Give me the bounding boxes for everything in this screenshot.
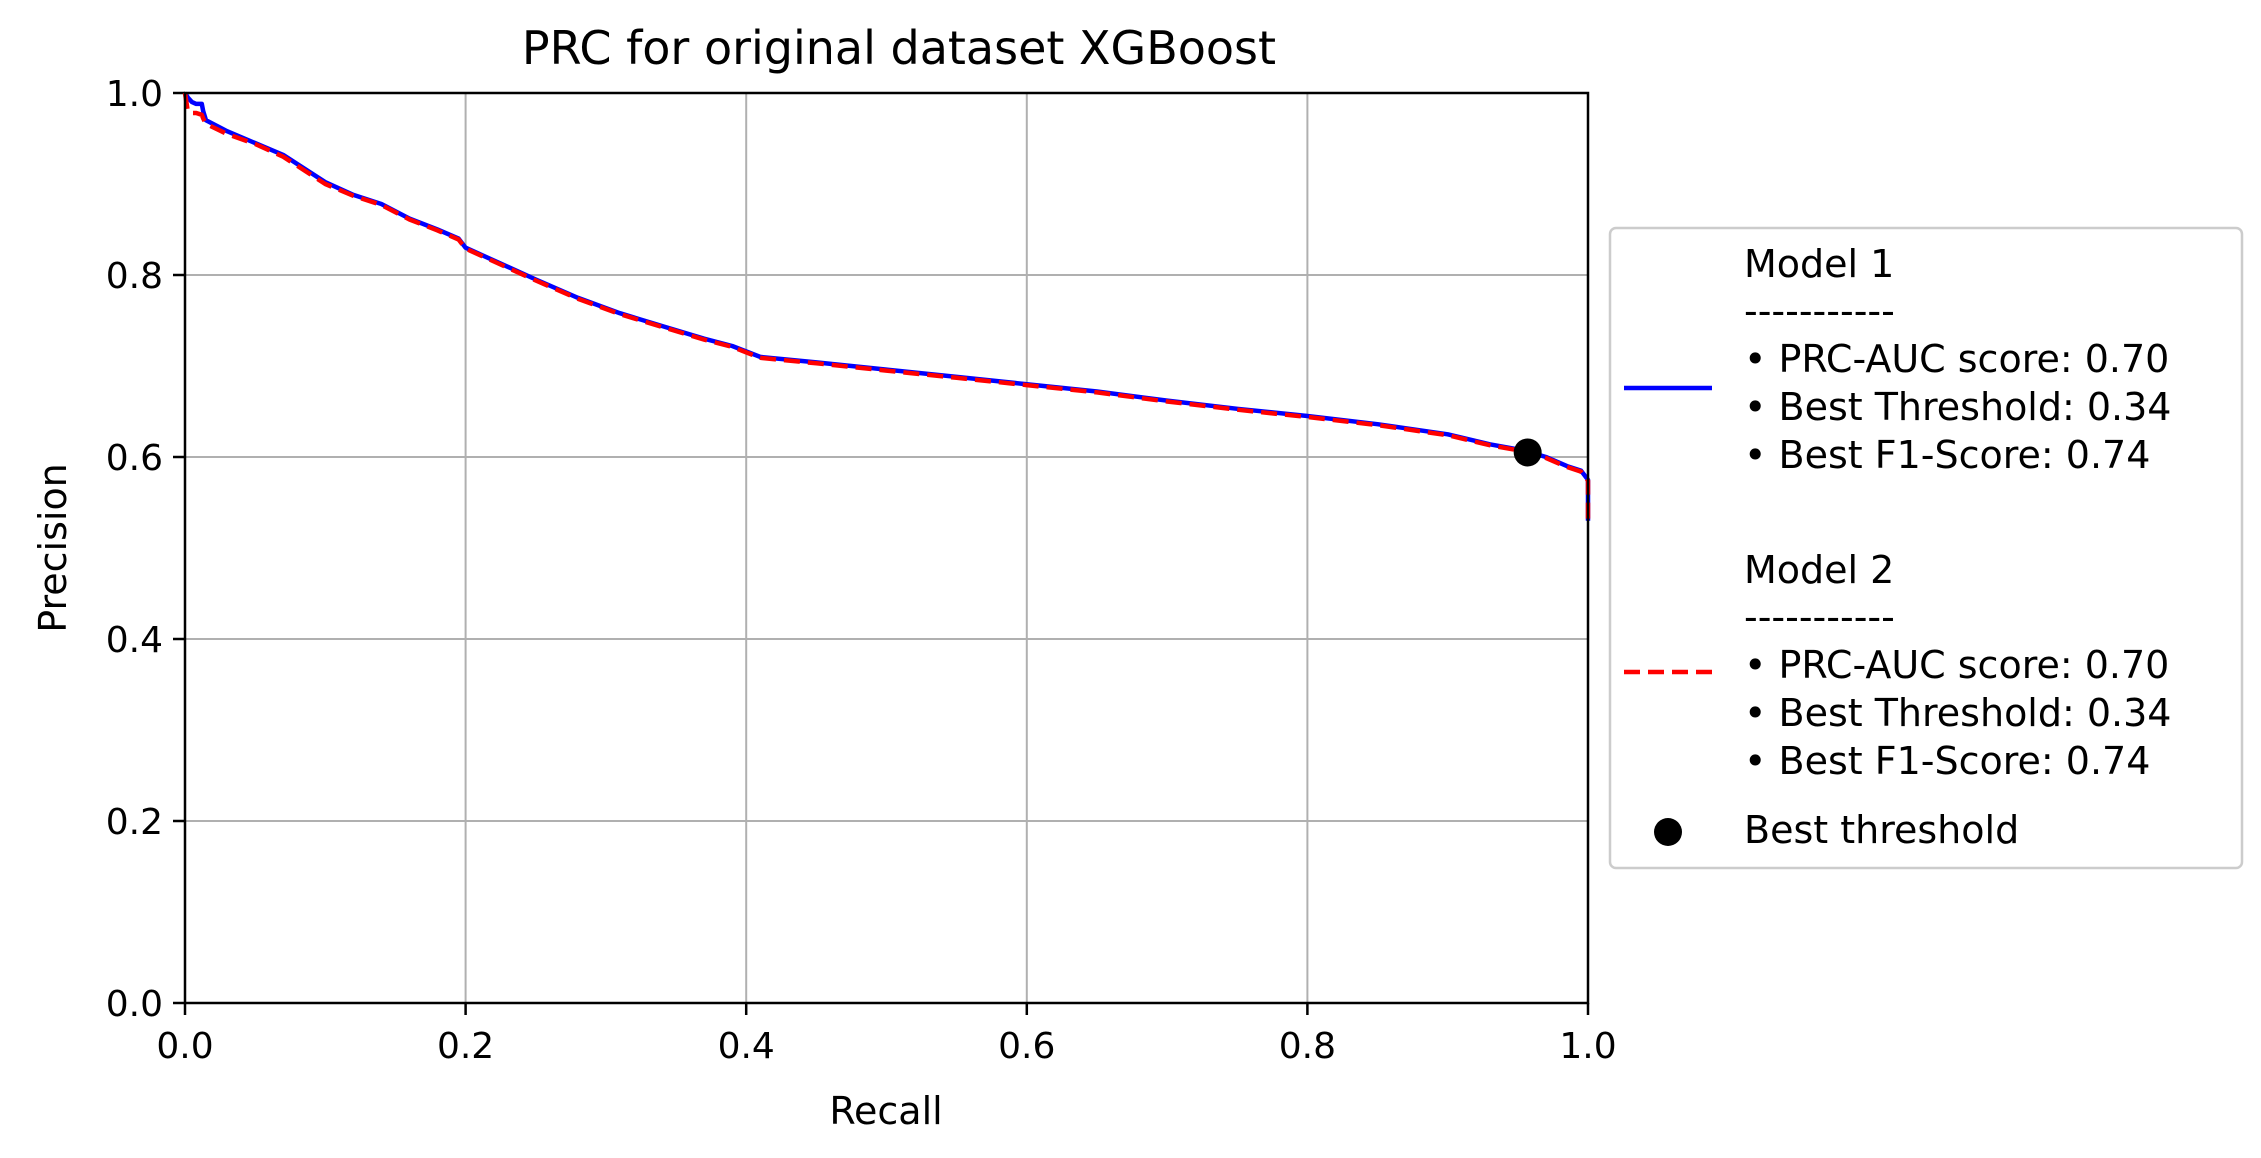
y-tick-label: 0.2 [106, 802, 163, 843]
x-tick-label: 0.2 [437, 1026, 494, 1067]
grid [184, 92, 1589, 1004]
legend-model-1-threshold: • Best Threshold: 0.34 [1744, 385, 2171, 429]
chart-title: PRC for original dataset XGBoost [522, 21, 1276, 75]
plot-frame [183, 91, 1590, 1005]
y-tick-label: 0.6 [106, 438, 163, 479]
x-axis-ticks: 0.0 0.2 0.4 0.6 0.8 1.0 [156, 1003, 1617, 1067]
series-lines [182, 91, 1591, 521]
x-tick-label: 0.0 [156, 1026, 213, 1067]
legend-model-2-name: Model 2 [1744, 548, 1894, 592]
legend-model-2-auc: • PRC-AUC score: 0.70 [1744, 643, 2169, 687]
legend-model-1-separator: ----------- [1744, 289, 1895, 333]
legend: Model 1 ----------- • PRC-AUC score: 0.7… [1608, 226, 2244, 870]
y-tick-label: 0.4 [106, 620, 163, 661]
best-threshold-point [1513, 438, 1542, 467]
y-tick-label: 0.0 [106, 984, 163, 1025]
legend-best-threshold-marker [1654, 818, 1682, 846]
legend-model-2-separator: ----------- [1744, 595, 1895, 639]
series-line-2 [182, 92, 1591, 521]
legend-model-2-f1: • Best F1-Score: 0.74 [1744, 739, 2150, 783]
y-axis-title: Precision [31, 463, 75, 633]
legend-box [1608, 226, 2244, 870]
x-tick-label: 1.0 [1559, 1026, 1616, 1067]
x-axis-title: Recall [829, 1089, 942, 1133]
legend-model-1-f1: • Best F1-Score: 0.74 [1744, 433, 2150, 477]
x-tick-label: 0.4 [718, 1026, 775, 1067]
legend-model-2-threshold: • Best Threshold: 0.34 [1744, 691, 2171, 735]
best-threshold-marker [1513, 438, 1542, 467]
y-tick-label: 1.0 [106, 74, 163, 115]
y-tick-label: 0.8 [106, 256, 163, 297]
x-tick-label: 0.8 [1279, 1026, 1336, 1067]
legend-model-1-auc: • PRC-AUC score: 0.70 [1744, 337, 2169, 381]
x-tick-label: 0.6 [998, 1026, 1055, 1067]
legend-best-threshold-label: Best threshold [1744, 808, 2019, 852]
y-axis-ticks: 0.0 0.2 0.4 0.6 0.8 1.0 [106, 74, 185, 1025]
legend-model-1-name: Model 1 [1744, 242, 1894, 286]
